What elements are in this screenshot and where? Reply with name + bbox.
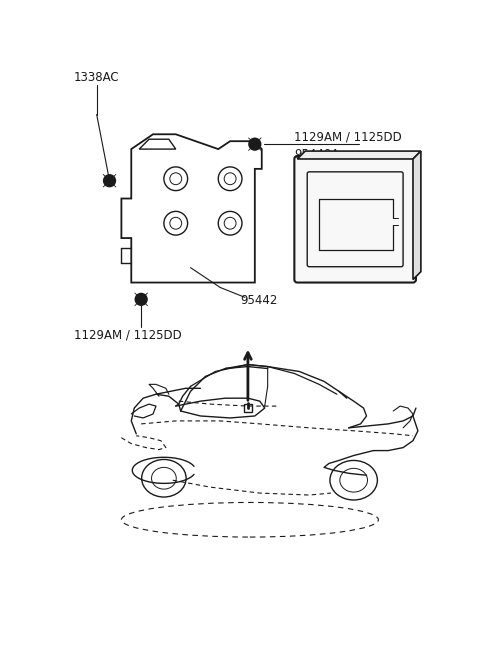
Circle shape xyxy=(135,294,147,306)
Text: 1129AM / 1125DD: 1129AM / 1125DD xyxy=(294,131,402,144)
FancyBboxPatch shape xyxy=(294,156,416,283)
Polygon shape xyxy=(297,151,421,159)
Text: 95442: 95442 xyxy=(240,294,277,307)
Circle shape xyxy=(104,175,116,187)
Bar xyxy=(244,404,252,412)
Text: 1129AM / 1125DD: 1129AM / 1125DD xyxy=(74,328,182,342)
Circle shape xyxy=(249,138,261,150)
Text: 95440A: 95440A xyxy=(294,148,340,160)
Polygon shape xyxy=(413,151,421,280)
Text: 1338AC: 1338AC xyxy=(74,72,120,85)
